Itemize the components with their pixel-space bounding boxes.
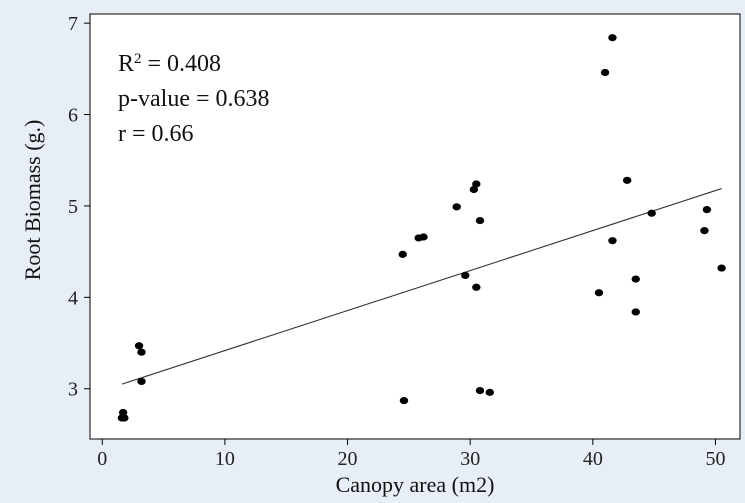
data-point xyxy=(702,205,712,214)
y-tick-label: 4 xyxy=(68,287,78,309)
data-point xyxy=(608,34,617,42)
data-point xyxy=(461,271,470,279)
x-axis: 0 10 20 30 40 50 xyxy=(97,439,725,470)
data-point xyxy=(631,275,640,283)
annotation-r-squared: R2 = 0.408 xyxy=(118,51,221,77)
data-point xyxy=(399,397,409,405)
trend-line xyxy=(121,188,722,385)
data-point xyxy=(137,348,146,356)
x-tick-label: 0 xyxy=(97,448,107,470)
data-point xyxy=(485,388,495,396)
data-point xyxy=(118,408,128,417)
data-point xyxy=(472,283,481,291)
data-point xyxy=(472,180,481,188)
annotation-p-value: p-value = 0.638 xyxy=(118,86,270,112)
data-point xyxy=(717,264,726,272)
plot-area xyxy=(89,13,741,440)
points-layer xyxy=(117,34,726,422)
data-point xyxy=(600,68,610,77)
data-point xyxy=(631,308,640,316)
data-point xyxy=(475,216,485,225)
data-point xyxy=(647,209,656,217)
data-point xyxy=(608,237,617,245)
y-tick-label: 3 xyxy=(68,379,78,401)
data-point xyxy=(469,185,479,194)
data-point xyxy=(137,377,146,386)
y-tick-label: 5 xyxy=(68,196,78,218)
data-point xyxy=(120,414,129,422)
x-tick-label: 50 xyxy=(705,448,725,470)
trend-line-layer xyxy=(121,188,722,385)
r2-value: = 0.408 xyxy=(142,51,222,77)
y-axis-title: Root Biomass (g.) xyxy=(20,120,45,281)
y-axis: 3 4 5 6 7 xyxy=(68,13,90,401)
data-point xyxy=(398,250,407,258)
data-point xyxy=(475,386,485,395)
data-point xyxy=(594,289,604,297)
r2-superscript: 2 xyxy=(134,51,142,67)
x-tick-label: 40 xyxy=(583,448,603,470)
data-point xyxy=(134,342,144,350)
r2-prefix: R xyxy=(118,51,134,77)
data-point xyxy=(419,233,428,241)
y-tick-label: 7 xyxy=(68,13,78,35)
x-tick-label: 10 xyxy=(215,448,235,470)
data-point xyxy=(700,227,709,235)
data-point xyxy=(452,203,461,211)
x-tick-label: 20 xyxy=(338,448,358,470)
y-tick-label: 6 xyxy=(68,105,78,127)
x-tick-label: 30 xyxy=(460,448,480,470)
annotation-r: r = 0.66 xyxy=(118,121,194,147)
data-point xyxy=(622,176,632,184)
x-axis-title: Canopy area (m2) xyxy=(336,472,495,497)
